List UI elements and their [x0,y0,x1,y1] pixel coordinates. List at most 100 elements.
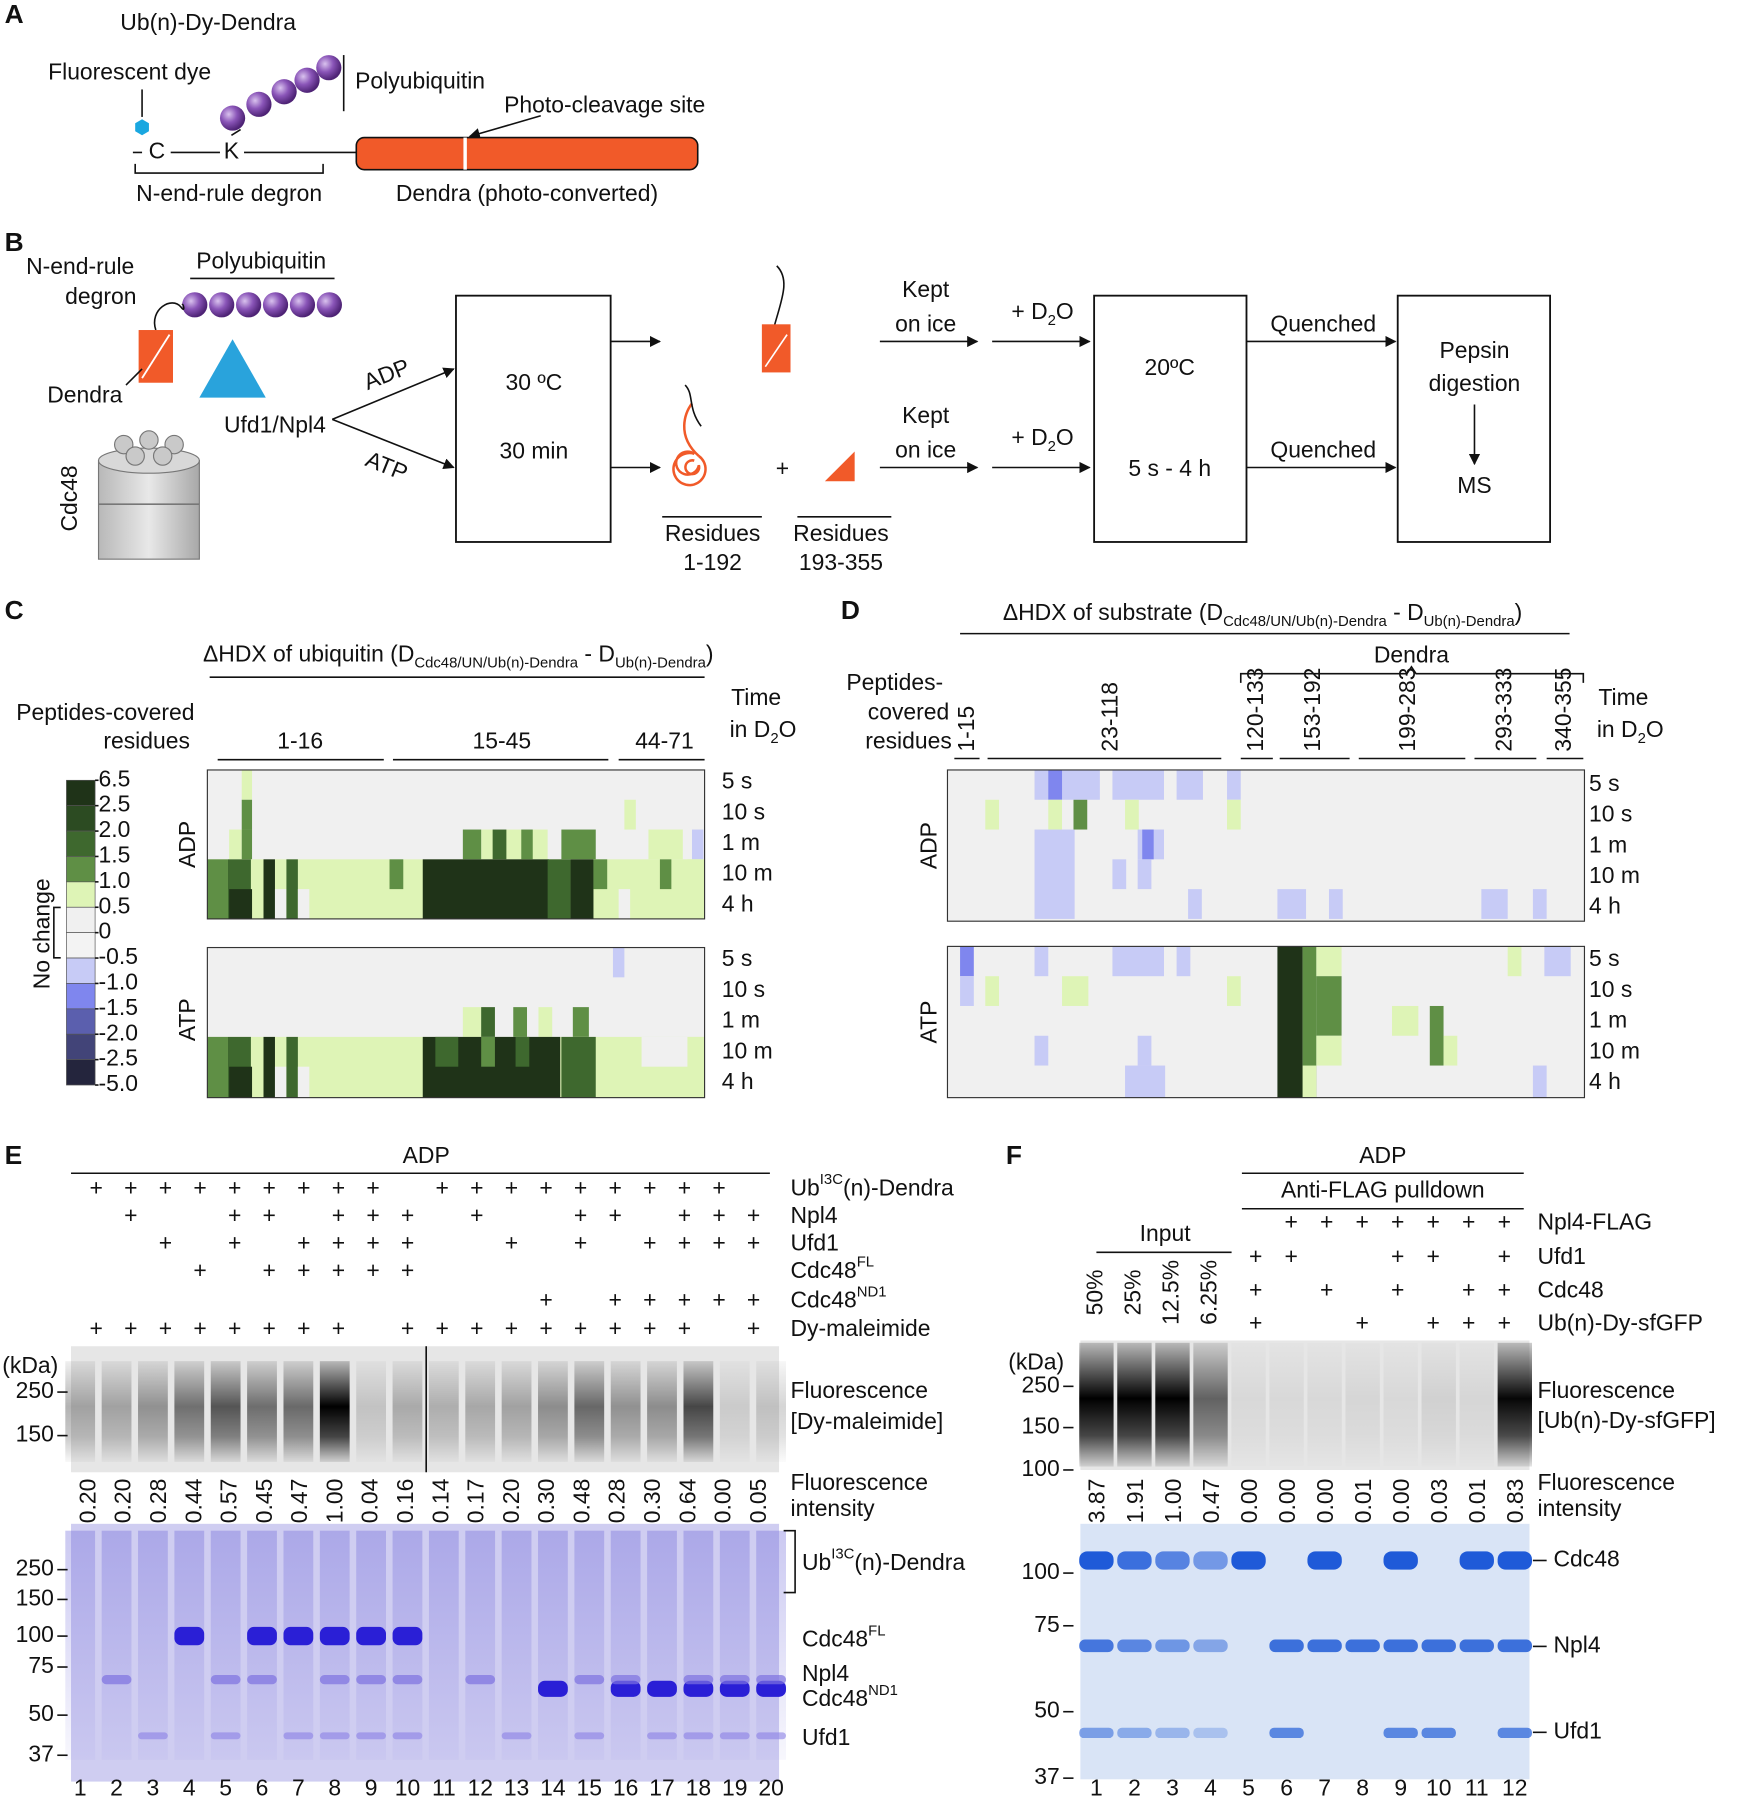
plus-sign: + [436,1174,449,1200]
band-label: Cdc48FL [802,1623,886,1651]
row-label: Npl4-FLAG [1537,1209,1652,1235]
time-label: 1 m [722,1007,760,1033]
peptide-label: 153-192 [1299,668,1325,752]
heatmap-cell [1073,799,1088,830]
scale-box [66,779,96,807]
heatmap-cell [1048,769,1063,800]
gel-smear [610,1361,641,1462]
heatmap-cell [515,1036,530,1067]
gel-smear [683,1530,714,1760]
gel-smear [465,1530,496,1760]
heatmap-cell [1034,946,1049,977]
intensity-value: 0.64 [674,1478,700,1523]
gel-smear [1307,1342,1342,1467]
time-header-part: O [779,716,797,742]
peptide-header: residues [103,728,190,754]
gel-label: intensity [791,1495,876,1521]
heatmap-cell [1137,859,1152,890]
bracket [134,163,324,174]
gel-band [683,1680,714,1697]
plus-sign: + [574,1174,587,1200]
heatmap-cell [691,829,704,860]
heatmap-cell [274,889,287,919]
lane-number: 10 [395,1775,420,1800]
time-label: 10 s [722,798,765,824]
peptide-header: Peptides- [846,669,943,695]
panel-title-part: Cdc48/UN/Ub(n)-Dendra [1223,614,1387,630]
gel-smear [247,1361,277,1462]
heatmap-cell [492,829,507,860]
panel-title-part: ) [706,640,714,666]
time-label: 4 h [722,1068,754,1094]
heatmap-cell [1507,946,1522,977]
plus-sign: + [228,1315,241,1341]
scale-label: -2.5 [99,1045,138,1071]
plus-sign: + [470,1202,483,1228]
heatmap-cell [263,1036,275,1098]
panel-letter: E [5,1140,23,1170]
time-label: 4 h [1589,1068,1621,1094]
lane-number: 20 [758,1775,783,1800]
gel-smear [283,1361,314,1462]
gel-smear [756,1530,786,1760]
heatmap-cell [1188,889,1202,919]
step-label: 20ºC [1145,354,1195,380]
plus-sign: + [712,1202,725,1228]
scale-note: No change [29,878,55,989]
peptide-header: residues [865,728,952,754]
heatmap-cell [570,859,594,919]
plus-sign: + [1498,1310,1511,1336]
heatmap-cell [1227,976,1241,1006]
plus-sign: + [228,1202,241,1228]
adaptor-label: Ufd1/Npl4 [224,411,326,437]
time-label: 10 m [1589,1037,1640,1063]
heatmap-cell [561,1036,596,1098]
plus-sign: + [643,1315,656,1341]
residue-label: K [224,137,240,163]
gel-smear [719,1530,750,1760]
degron-chain [773,265,785,326]
plus-sign: + [366,1174,379,1200]
heatmap-cell [481,829,548,860]
peptide-label: 293-333 [1490,668,1516,752]
cdc48-domain [139,430,159,450]
peptide-header: covered [868,698,950,724]
lane-number: 8 [1356,1775,1369,1800]
cleavage-site [764,334,788,368]
plus-sign: + [678,1202,691,1228]
gel-band [647,1680,677,1697]
lane-number: 13 [504,1775,529,1800]
row-label-part: FL [857,1255,874,1271]
scale-box [66,906,96,933]
step-label: on ice [895,437,956,463]
heatmap-cell [229,1066,253,1098]
condition-header: ADP [1359,1142,1406,1168]
group-label: Dendra [1374,642,1449,668]
input-amount: 50% [1081,1269,1107,1315]
gel-band [1459,1551,1494,1570]
heatmap-cell [960,946,974,977]
intensity-value: 0.47 [1198,1479,1224,1524]
ubiquitin [289,292,316,318]
intensity-value: 0.00 [710,1479,736,1524]
band-label-part: Cdc48 [802,1626,868,1652]
heatmap-cell [593,859,608,890]
plus-sign: + [643,1174,656,1200]
plus-sign: + [609,1287,622,1313]
plus-sign: + [505,1315,518,1341]
scale-label: 2.0 [99,816,131,842]
plus-sign: + [539,1287,552,1313]
lane-number: 7 [292,1775,305,1800]
peptide-header: Peptides-covered [16,699,194,725]
gel-band [683,1732,714,1740]
plus-sign: + [574,1229,587,1255]
step-label-part: + D [1011,424,1047,450]
no-change-bracket [53,906,61,959]
time-label: 1 m [1589,831,1627,857]
plus-sign: + [678,1174,691,1200]
heatmap-cell [687,859,705,919]
step-label: + D2O [1011,298,1073,329]
gel-band [610,1675,641,1685]
step-label: 30 ºC [505,369,562,395]
cleavage-label: Photo-cleavage site [504,92,705,118]
